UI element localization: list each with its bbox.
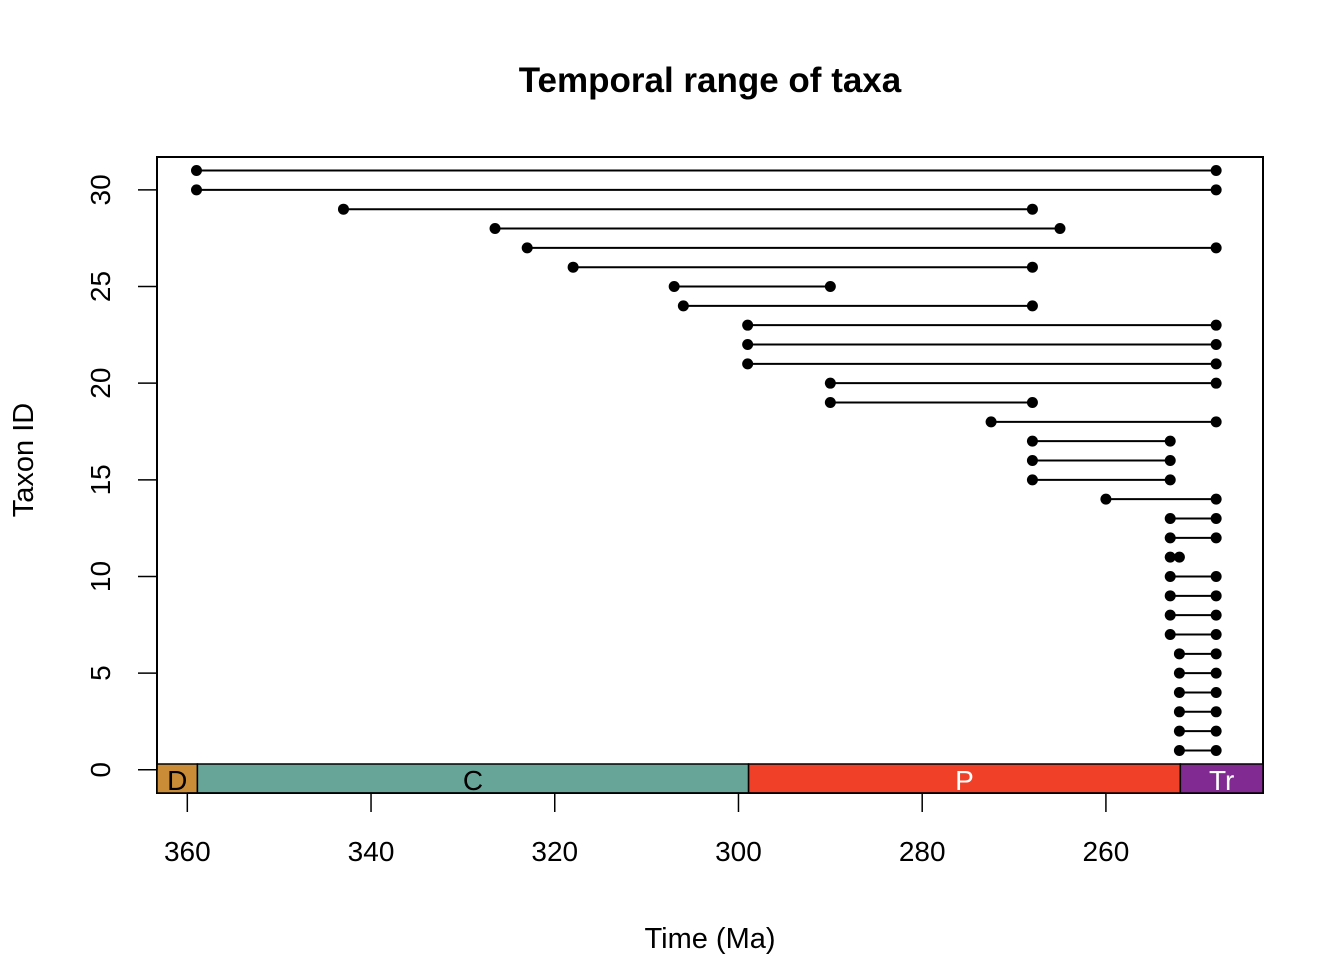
fad-point-taxon-30 — [191, 184, 202, 196]
lad-point-taxon-9 — [1210, 590, 1222, 602]
lad-point-taxon-31 — [1210, 165, 1222, 177]
fad-point-taxon-23 — [742, 319, 754, 331]
fad-point-taxon-2 — [1173, 725, 1185, 737]
fad-point-taxon-16 — [1026, 455, 1038, 467]
fad-point-taxon-25 — [668, 281, 680, 293]
lad-point-taxon-17 — [1164, 435, 1176, 447]
period-box-c — [196, 763, 750, 794]
x-tick-label-280: 280 — [899, 836, 946, 867]
period-label-d: D — [167, 765, 187, 796]
range-series — [191, 165, 1222, 756]
lad-point-taxon-3 — [1210, 706, 1222, 718]
lad-point-taxon-26 — [1026, 261, 1038, 273]
y-axis: 0 5 10 15 20 25 30 — [85, 174, 158, 778]
plot-frame — [156, 156, 1264, 794]
y-axis-label: Taxon ID — [8, 403, 40, 517]
lad-point-taxon-30 — [1210, 184, 1222, 196]
fad-point-taxon-31 — [191, 165, 202, 177]
fad-point-taxon-13 — [1164, 512, 1176, 524]
fad-point-taxon-22 — [742, 339, 754, 351]
lad-point-taxon-14 — [1210, 493, 1222, 505]
fad-point-taxon-19 — [824, 397, 836, 409]
lad-point-taxon-10 — [1210, 570, 1222, 582]
fad-point-taxon-14 — [1100, 493, 1112, 505]
lad-point-taxon-27 — [1210, 242, 1222, 254]
lad-point-taxon-20 — [1210, 377, 1222, 389]
fad-point-taxon-7 — [1164, 628, 1176, 640]
y-tick-label-30: 30 — [85, 174, 116, 205]
lad-point-taxon-11 — [1173, 551, 1185, 563]
fad-point-taxon-12 — [1164, 532, 1176, 544]
period-bar: D C P Tr — [156, 763, 1264, 796]
y-tick-label-20: 20 — [85, 368, 116, 399]
fad-point-taxon-27 — [521, 242, 533, 254]
fad-point-taxon-28 — [489, 223, 501, 235]
y-tick-label-0: 0 — [85, 762, 116, 778]
fad-point-taxon-20 — [824, 377, 836, 389]
chart-title: Temporal range of taxa — [519, 61, 902, 100]
lad-point-taxon-2 — [1210, 725, 1222, 737]
fad-point-taxon-26 — [567, 261, 579, 273]
x-tick-label-360: 360 — [164, 836, 211, 867]
fad-point-taxon-15 — [1026, 474, 1038, 486]
lad-point-taxon-15 — [1164, 474, 1176, 486]
period-box-tr — [1179, 763, 1264, 794]
fad-point-taxon-17 — [1026, 435, 1038, 447]
x-tick-label-320: 320 — [531, 836, 578, 867]
lad-point-taxon-4 — [1210, 686, 1222, 698]
lad-point-taxon-12 — [1210, 532, 1222, 544]
fad-point-taxon-4 — [1173, 686, 1185, 698]
x-axis-label: Time (Ma) — [644, 923, 775, 955]
fad-point-taxon-6 — [1173, 648, 1185, 660]
y-tick-label-15: 15 — [85, 464, 116, 495]
lad-point-taxon-13 — [1210, 512, 1222, 524]
fad-point-taxon-21 — [742, 358, 754, 370]
lad-point-taxon-1 — [1210, 744, 1222, 756]
fad-point-taxon-8 — [1164, 609, 1176, 621]
x-tick-label-300: 300 — [715, 836, 762, 867]
lad-point-taxon-29 — [1026, 203, 1038, 215]
lad-point-taxon-19 — [1026, 397, 1038, 409]
period-label-p: P — [955, 765, 974, 796]
x-tick-label-340: 340 — [348, 836, 395, 867]
lad-point-taxon-22 — [1210, 339, 1222, 351]
fad-point-taxon-29 — [337, 203, 349, 215]
y-tick-label-25: 25 — [85, 271, 116, 302]
fad-point-taxon-18 — [985, 416, 997, 428]
lad-point-taxon-6 — [1210, 648, 1222, 660]
x-tick-label-260: 260 — [1083, 836, 1130, 867]
fad-point-taxon-3 — [1173, 706, 1185, 718]
y-tick-label-5: 5 — [85, 665, 116, 681]
fad-point-taxon-5 — [1173, 667, 1185, 679]
lad-point-taxon-21 — [1210, 358, 1222, 370]
y-tick-label-10: 10 — [85, 561, 116, 592]
fad-point-taxon-11 — [1164, 551, 1176, 563]
lad-point-taxon-16 — [1164, 455, 1176, 467]
lad-point-taxon-7 — [1210, 628, 1222, 640]
period-label-tr: Tr — [1209, 765, 1234, 796]
fad-point-taxon-9 — [1164, 590, 1176, 602]
x-axis: 360 340 320 300 280 260 — [164, 792, 1130, 867]
period-box-d — [156, 763, 199, 794]
lad-point-taxon-5 — [1210, 667, 1222, 679]
lad-point-taxon-24 — [1026, 300, 1038, 312]
fad-point-taxon-24 — [677, 300, 689, 312]
lad-point-taxon-18 — [1210, 416, 1222, 428]
fad-point-taxon-1 — [1173, 744, 1185, 756]
fad-point-taxon-10 — [1164, 570, 1176, 582]
lad-point-taxon-28 — [1054, 223, 1066, 235]
period-label-c: C — [463, 765, 483, 796]
lad-point-taxon-25 — [824, 281, 836, 293]
lad-point-taxon-23 — [1210, 319, 1222, 331]
lad-point-taxon-8 — [1210, 609, 1222, 621]
